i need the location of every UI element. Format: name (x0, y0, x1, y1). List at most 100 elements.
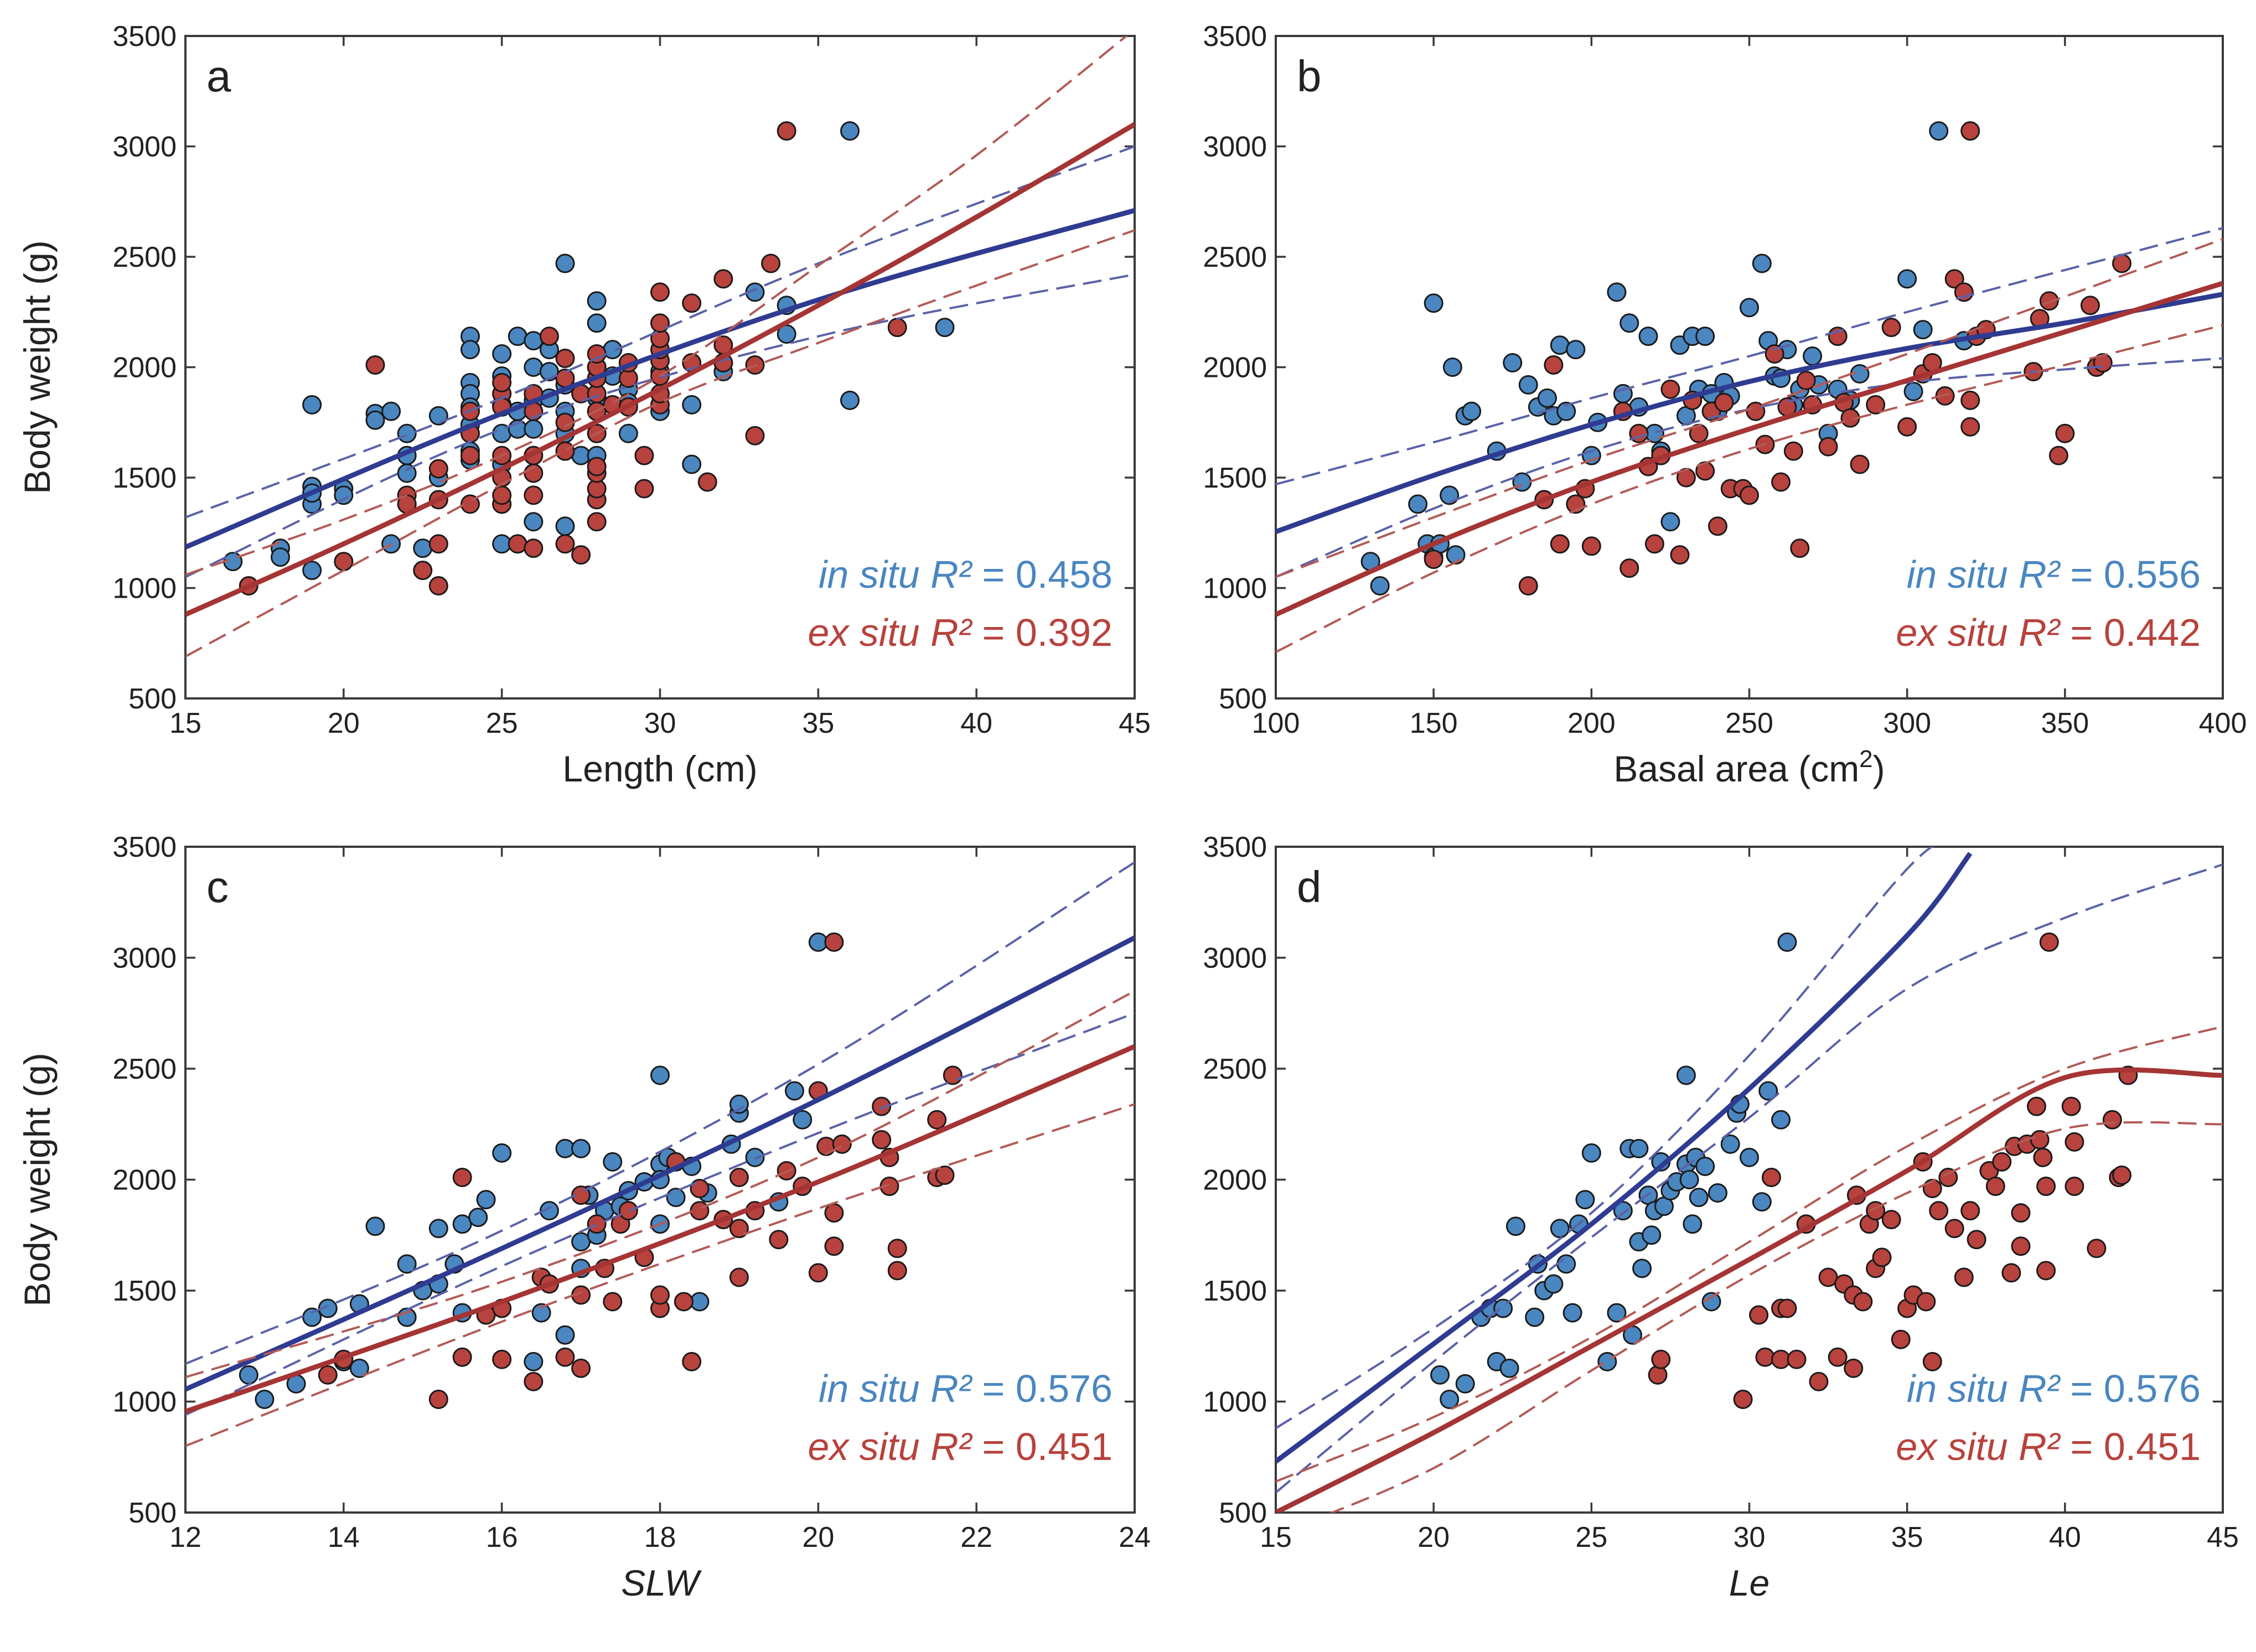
panel-c-r2-ex-situ-eq: = (971, 1425, 1016, 1468)
panel-a-point-ex-situ (428, 576, 448, 596)
panel-d-point-ex-situ (1872, 1247, 1892, 1267)
panel-b-ci-lower-ex-situ (1276, 324, 2223, 653)
panel-a-point-ex-situ (650, 282, 670, 302)
panel-d-point-ex-situ (1844, 1358, 1864, 1378)
panel-c-point-ex-situ (452, 1167, 472, 1187)
panel-c-xtick-label: 12 (169, 1521, 201, 1553)
panel-a-point-in-situ (524, 512, 544, 532)
panel-a-point-in-situ (587, 313, 607, 333)
panel-c-point-in-situ (468, 1208, 488, 1228)
panel-a-point-ex-situ (571, 545, 591, 565)
panel-d-point-ex-situ (1985, 1177, 2005, 1197)
panel-c-point-ex-situ (808, 1263, 828, 1283)
panel-a-point-ex-situ (761, 253, 781, 273)
panel-a-point-in-situ (524, 419, 544, 439)
panel-b-point-in-situ (1518, 375, 1538, 395)
panel-a-point-in-situ (302, 561, 322, 581)
panel-c-point-in-situ (729, 1094, 749, 1114)
panel-b-point-ex-situ (1544, 355, 1564, 375)
panel-c-point-ex-situ (943, 1065, 963, 1085)
panel-d-point-ex-situ (2064, 1132, 2084, 1152)
panel-a-xtick-label: 40 (960, 707, 992, 739)
panel-c-point-ex-situ (428, 1389, 448, 1409)
panel-d-point-ex-situ (2102, 1110, 2122, 1130)
panel-b-r2-ex-situ: ex situ R² = 0.442 (1896, 611, 2201, 654)
panel-a-point-ex-situ (887, 318, 907, 338)
panel-d-ci-upper-ex-situ (1276, 1025, 2223, 1483)
panel-a-ytick-label: 3000 (112, 131, 177, 163)
panel-a-point-ex-situ (682, 293, 702, 313)
panel-d-point-in-situ (1575, 1190, 1595, 1210)
panel-b-point-ex-situ (1866, 395, 1886, 415)
panel-a-ytick-label: 500 (128, 683, 177, 715)
panel-b-point-ex-situ (1881, 318, 1901, 338)
panel-a-point-ex-situ (508, 534, 527, 554)
panel-d-point-ex-situ (1922, 1351, 1942, 1371)
panel-d-point-ex-situ (1828, 1347, 1848, 1367)
panel-a-fit-line-ex-situ (185, 122, 1135, 617)
panel-c-point-in-situ (531, 1303, 551, 1323)
panel-a-point-ex-situ (555, 534, 575, 554)
panel-d-ci-lower-in-situ (1276, 863, 2223, 1494)
panel-d-point-in-situ (1683, 1214, 1703, 1234)
panel-d-point-in-situ (1455, 1374, 1475, 1394)
panel-b-point-ex-situ (1619, 558, 1639, 578)
panel-c-fit-line-in-situ (185, 935, 1135, 1392)
panel-d: 15 20 25 30 35 40 45 500 1000 1500 2000 2500 3000 350… (1203, 831, 2239, 1603)
panel-d-xtick-label: 45 (2207, 1521, 2239, 1553)
panel-c-point-ex-situ (872, 1130, 892, 1149)
panel-d-r2-in-situ-value: 0.576 (2104, 1367, 2201, 1410)
panel-b-point-in-situ (1660, 512, 1680, 532)
panel-c-point-in-situ (428, 1219, 448, 1239)
panel-c-ytick-label: 3000 (112, 942, 177, 975)
panel-b-point-ex-situ (1790, 538, 1810, 558)
panel-b-xtick-label: 350 (2041, 707, 2089, 739)
panel-a-point-in-situ (397, 463, 417, 483)
panel-c-point-ex-situ (524, 1371, 544, 1391)
panel-c-point-ex-situ (690, 1179, 710, 1199)
panel-b-point-ex-situ (1550, 534, 1570, 554)
panel-a-ci-upper-in-situ (185, 145, 1135, 519)
panel-b-xtick-label: 200 (1567, 707, 1616, 739)
panel-a-point-in-situ (271, 547, 290, 567)
panel-c-xtick-label: 18 (644, 1521, 676, 1553)
panel-c-point-in-situ (524, 1351, 544, 1371)
panel-a: 15 20 25 30 35 40 45 500 1000 1500 2000 2500 3000 350… (17, 20, 1151, 789)
panel-b-point-ex-situ (1740, 485, 1759, 505)
panel-a-point-ex-situ (587, 457, 607, 477)
panel-b-point-ex-situ (1783, 441, 1803, 461)
panel-c-xtick-label: 20 (802, 1521, 834, 1553)
panel-d-point-ex-situ (1733, 1389, 1753, 1409)
panel-b-xlabel-end: ) (1873, 748, 1885, 789)
panel-c-point-ex-situ (824, 1203, 844, 1223)
panel-a-point-in-situ (555, 253, 575, 273)
panel-d-point-in-situ (1701, 1292, 1721, 1312)
panel-b-plot-area (1276, 121, 2223, 653)
panel-b-point-in-situ (1897, 269, 1917, 289)
panel-d-ytick-label: 2000 (1203, 1164, 1267, 1197)
panel-c-ytick-label: 3500 (112, 831, 177, 863)
panel-a-ylabel: Body weight (g) (17, 240, 58, 494)
panel-a-ytick-label: 2000 (112, 352, 177, 384)
panel-b-point-in-situ (1607, 282, 1627, 302)
panel-a-point-ex-situ (524, 538, 544, 558)
panel-a-r2-in-situ-eq: = (971, 553, 1016, 596)
panel-a-ci-lower-in-situ (185, 273, 1135, 578)
panel-c-ytick-label: 1000 (112, 1386, 177, 1418)
panel-d-point-ex-situ (2033, 1147, 2053, 1167)
panel-d-point-ex-situ (1755, 1347, 1775, 1367)
panel-d-ci-upper-in-situ (1276, 847, 1934, 1430)
panel-d-point-in-situ (1676, 1065, 1696, 1085)
panel-a-xtick-label: 25 (486, 707, 518, 739)
panel-c-point-ex-situ (887, 1261, 907, 1281)
panel-d-point-ex-situ (2011, 1203, 2031, 1223)
panel-a-point-ex-situ (334, 552, 354, 572)
panel-d-point-in-situ (1679, 1170, 1699, 1189)
panel-b-point-in-situ (1503, 353, 1523, 373)
panel-a-point-in-situ (428, 406, 448, 426)
panel-a-ci-lower-ex-situ (185, 229, 1135, 657)
panel-a-point-ex-situ (413, 561, 433, 581)
panel-a-point-in-situ (618, 423, 638, 443)
panel-a-point-ex-situ (745, 426, 765, 446)
panel-c-point-ex-situ (618, 1201, 638, 1221)
